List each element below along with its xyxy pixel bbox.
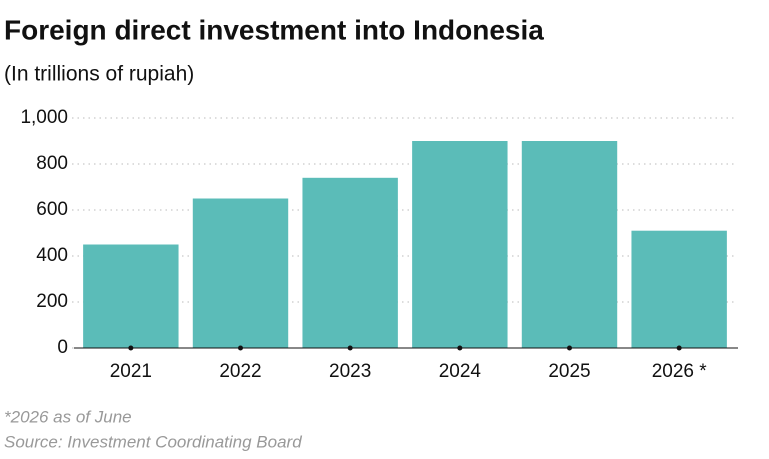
bar — [302, 177, 398, 348]
x-tick-dot — [457, 345, 463, 351]
x-tick-label: 2025 — [548, 361, 590, 382]
bar — [631, 230, 727, 348]
x-tick-label: 2026 * — [652, 361, 708, 382]
chart-title: Foreign direct investment into Indonesia — [4, 14, 544, 45]
x-tick-label: 2024 — [439, 361, 482, 382]
bar — [412, 141, 508, 348]
x-tick-dot — [128, 345, 134, 351]
x-tick-dot — [347, 345, 353, 351]
y-tick-label: 200 — [36, 291, 68, 312]
bar — [521, 141, 618, 348]
x-tick-label: 2023 — [329, 361, 371, 382]
x-tick-label: 2022 — [219, 361, 261, 382]
bar — [192, 198, 289, 348]
x-tick-dot — [676, 345, 682, 351]
y-tick-label: 1,000 — [20, 107, 68, 128]
y-tick-label: 400 — [36, 245, 68, 266]
source: Source: Investment Coordinating Board — [4, 432, 302, 451]
bar — [83, 244, 179, 348]
footnote: *2026 as of June — [4, 407, 132, 426]
y-tick-label: 600 — [36, 199, 68, 220]
x-tick-dot — [238, 345, 243, 351]
x-tick-label: 2021 — [110, 361, 152, 382]
y-tick-label: 0 — [57, 337, 68, 358]
x-tick-dot — [567, 345, 572, 351]
chart-subtitle: (In trillions of rupiah) — [4, 63, 194, 86]
y-tick-label: 800 — [36, 153, 68, 174]
